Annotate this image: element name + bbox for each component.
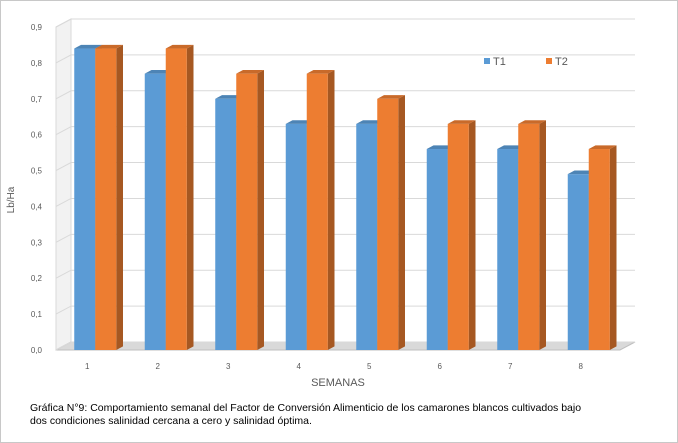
x-tick-label: 8 — [579, 362, 584, 371]
bar-t2-week-4 — [306, 70, 335, 351]
x-tick-labels: 1 2 3 4 5 6 7 8 — [85, 362, 584, 371]
bar-top — [356, 120, 384, 124]
bar-side — [186, 44, 194, 350]
legend-label-t1: T1 — [493, 56, 506, 68]
bar-side — [398, 95, 405, 350]
y-tick-label: 0,3 — [31, 238, 43, 247]
bar-front — [518, 123, 540, 351]
bar-t2-week-2 — [165, 44, 194, 351]
bar-top — [377, 95, 405, 99]
chart-walls — [55, 18, 636, 351]
legend-swatch-t2 — [546, 58, 552, 64]
x-tick-label: 3 — [226, 362, 231, 371]
bar-top — [426, 145, 455, 150]
bar-top — [588, 145, 617, 150]
side-wall — [55, 18, 72, 351]
y-tick-labels: 0,0 0,1 0,2 0,3 0,4 0,5 0,6 0,7 0,8 0,9 — [31, 23, 43, 355]
bar-t2-week-6 — [447, 120, 476, 351]
bar-top — [497, 145, 525, 150]
bar-front — [285, 123, 307, 351]
gridlines — [55, 18, 635, 351]
gridline — [55, 197, 635, 207]
gridline — [55, 233, 635, 243]
x-tick-label: 2 — [156, 362, 161, 371]
bar-front — [588, 149, 610, 350]
bar-top — [567, 170, 596, 175]
bar-t2-week-8 — [588, 145, 617, 350]
y-tick-label: 0,6 — [31, 131, 43, 140]
bar-top — [236, 70, 264, 74]
floor — [55, 341, 636, 351]
bar-front — [144, 73, 166, 351]
bar-front — [215, 98, 237, 351]
bar-front — [497, 149, 519, 350]
y-tick-label: 0,9 — [31, 23, 43, 32]
legend-swatch-t1 — [484, 58, 490, 64]
bar-front — [74, 48, 96, 351]
legend: T1 T2 — [484, 56, 568, 68]
y-tick-label: 0,1 — [31, 310, 43, 319]
bar-front — [165, 48, 187, 351]
bar-side — [468, 120, 476, 350]
x-axis-label: SEMANAS — [311, 377, 365, 389]
x-tick-label: 7 — [508, 362, 513, 371]
gridline — [55, 54, 635, 64]
bar-t2-week-3 — [236, 70, 264, 351]
y-tick-label: 0,0 — [31, 346, 43, 355]
gridline — [55, 18, 635, 28]
y-tick-label: 0,5 — [31, 167, 43, 176]
gridline — [55, 126, 635, 136]
bars — [74, 44, 617, 351]
bar-top — [95, 44, 123, 49]
bar-front — [236, 73, 258, 351]
y-tick-label: 0,7 — [31, 95, 43, 104]
bar-t2-week-7 — [518, 120, 546, 351]
bar-front — [306, 73, 328, 351]
x-tick-label: 1 — [85, 362, 90, 371]
bar-front — [356, 123, 378, 351]
bar-top — [215, 95, 243, 99]
bar-top — [518, 120, 546, 124]
bar-side — [609, 145, 617, 350]
gridline — [55, 269, 635, 279]
bar-top — [144, 70, 173, 74]
gridline — [55, 90, 635, 100]
bar-top — [74, 44, 102, 49]
bar-front — [95, 48, 117, 351]
caption-line-2: dos condiciones salinidad cercana a cero… — [30, 415, 312, 427]
bar-t2-week-5 — [377, 95, 405, 351]
y-tick-label: 0,2 — [31, 274, 43, 283]
y-tick-label: 0,4 — [31, 202, 43, 211]
bar-top — [285, 120, 314, 124]
bar-top — [306, 70, 335, 74]
bar-top — [165, 44, 194, 49]
gridline — [55, 162, 635, 171]
bar-top — [447, 120, 476, 124]
bar-front — [426, 149, 448, 350]
bar-side — [539, 120, 546, 350]
gridline — [55, 305, 635, 315]
x-tick-label: 5 — [367, 362, 372, 371]
bar-t2-week-1 — [95, 44, 123, 351]
figure-caption: Gráfica N°9: Comportamiento semanal del … — [30, 402, 630, 428]
bar-front — [377, 98, 399, 351]
bar-side — [116, 44, 123, 350]
y-axis-label: Lb/Ha — [6, 186, 17, 213]
bar-side — [257, 70, 264, 351]
bar-front — [447, 123, 469, 351]
x-tick-label: 6 — [438, 362, 443, 371]
bar-front — [567, 174, 589, 350]
caption-line-1: Gráfica N°9: Comportamiento semanal del … — [30, 402, 582, 414]
x-tick-label: 4 — [297, 362, 302, 371]
y-tick-label: 0,8 — [31, 59, 43, 68]
legend-label-t2: T2 — [555, 56, 568, 68]
bar-side — [327, 70, 335, 351]
